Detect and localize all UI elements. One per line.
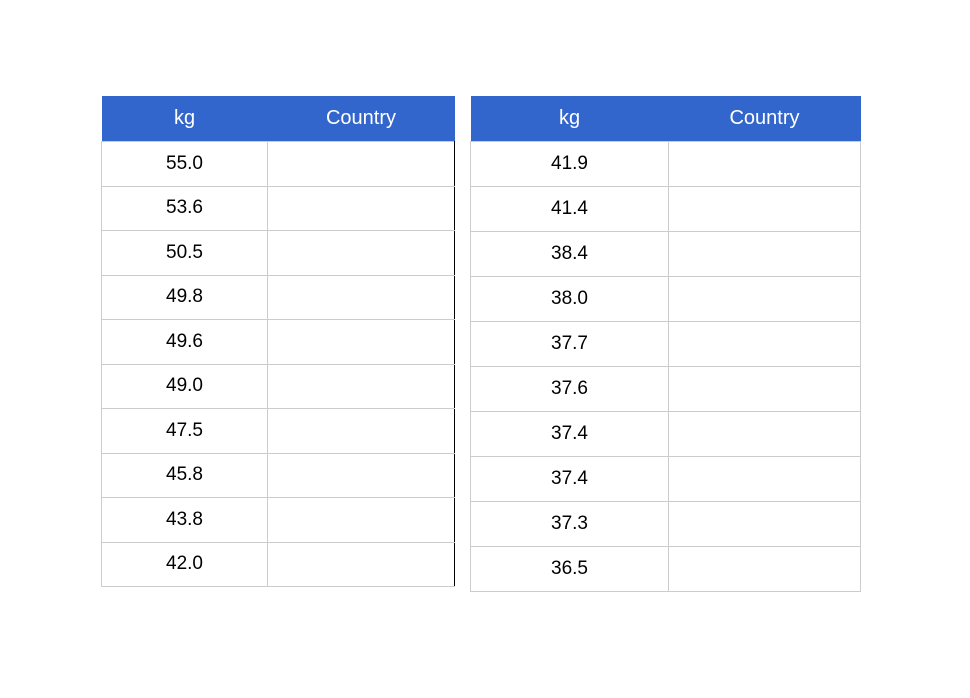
table-body: 55.0 53.6 50.5 49.8 49.6 49.0 47.5 45.8 43.8 42.0 [101, 141, 455, 587]
table-row: 41.9 [470, 141, 861, 187]
kg-value-cell: 49.8 [101, 274, 268, 320]
table-row: 49.8 [101, 274, 455, 320]
table-row: 41.4 [470, 186, 861, 232]
table-row: 38.0 [470, 276, 861, 322]
column-header-kg: kg [470, 96, 669, 142]
country-drop-cell[interactable] [267, 274, 455, 320]
country-drop-cell[interactable] [668, 546, 861, 592]
kg-table-left: kg Country 55.0 53.6 50.5 49.8 49.6 49.0 47.5 4… [101, 96, 455, 587]
country-drop-cell[interactable] [267, 408, 455, 454]
table-row: 38.4 [470, 231, 861, 277]
country-drop-cell[interactable] [267, 185, 455, 231]
table-row: 43.8 [101, 497, 455, 543]
kg-table-right: kg Country 41.9 41.4 38.4 38.0 37.7 37.6 37.4 3… [470, 96, 861, 592]
table-row: 47.5 [101, 408, 455, 454]
country-drop-cell[interactable] [668, 231, 861, 277]
country-drop-cell[interactable] [267, 541, 455, 587]
table-row: 45.8 [101, 452, 455, 498]
kg-value-cell: 50.5 [101, 230, 268, 276]
country-drop-cell[interactable] [267, 363, 455, 409]
country-drop-cell[interactable] [668, 456, 861, 502]
country-drop-cell[interactable] [668, 366, 861, 412]
table-row: 50.5 [101, 230, 455, 276]
kg-value-cell: 37.3 [470, 501, 669, 547]
country-drop-cell[interactable] [668, 276, 861, 322]
kg-value-cell: 55.0 [101, 141, 268, 187]
country-drop-cell[interactable] [267, 319, 455, 365]
country-drop-cell[interactable] [267, 452, 455, 498]
table-row: 37.7 [470, 321, 861, 367]
kg-value-cell: 41.4 [470, 186, 669, 232]
table-row: 42.0 [101, 541, 455, 587]
table-body: 41.9 41.4 38.4 38.0 37.7 37.6 37.4 37.4 37.3 36.5 [470, 141, 861, 592]
table-row: 37.4 [470, 456, 861, 502]
table-row: 37.6 [470, 366, 861, 412]
column-header-country: Country [668, 96, 861, 142]
kg-value-cell: 37.4 [470, 411, 669, 457]
country-drop-cell[interactable] [267, 230, 455, 276]
table-row: 36.5 [470, 546, 861, 592]
kg-value-cell: 41.9 [470, 141, 669, 187]
country-drop-cell[interactable] [668, 501, 861, 547]
kg-value-cell: 37.7 [470, 321, 669, 367]
kg-value-cell: 53.6 [101, 185, 268, 231]
kg-value-cell: 47.5 [101, 408, 268, 454]
kg-value-cell: 49.0 [101, 363, 268, 409]
table-row: 53.6 [101, 185, 455, 231]
kg-value-cell: 37.6 [470, 366, 669, 412]
country-drop-cell[interactable] [668, 411, 861, 457]
kg-value-cell: 42.0 [101, 541, 268, 587]
table-row: 49.6 [101, 319, 455, 365]
column-header-kg: kg [101, 96, 268, 142]
table-header-row: kg Country [101, 96, 455, 142]
country-drop-cell[interactable] [668, 186, 861, 232]
country-drop-cell[interactable] [267, 141, 455, 187]
kg-value-cell: 49.6 [101, 319, 268, 365]
table-header-row: kg Country [470, 96, 861, 142]
country-drop-cell[interactable] [668, 141, 861, 187]
kg-value-cell: 38.4 [470, 231, 669, 277]
kg-value-cell: 36.5 [470, 546, 669, 592]
table-row: 37.3 [470, 501, 861, 547]
kg-value-cell: 38.0 [470, 276, 669, 322]
country-drop-cell[interactable] [267, 497, 455, 543]
kg-value-cell: 45.8 [101, 452, 268, 498]
table-row: 55.0 [101, 141, 455, 187]
country-drop-cell[interactable] [668, 321, 861, 367]
table-row: 49.0 [101, 363, 455, 409]
kg-value-cell: 43.8 [101, 497, 268, 543]
kg-value-cell: 37.4 [470, 456, 669, 502]
column-header-country: Country [267, 96, 455, 142]
table-row: 37.4 [470, 411, 861, 457]
